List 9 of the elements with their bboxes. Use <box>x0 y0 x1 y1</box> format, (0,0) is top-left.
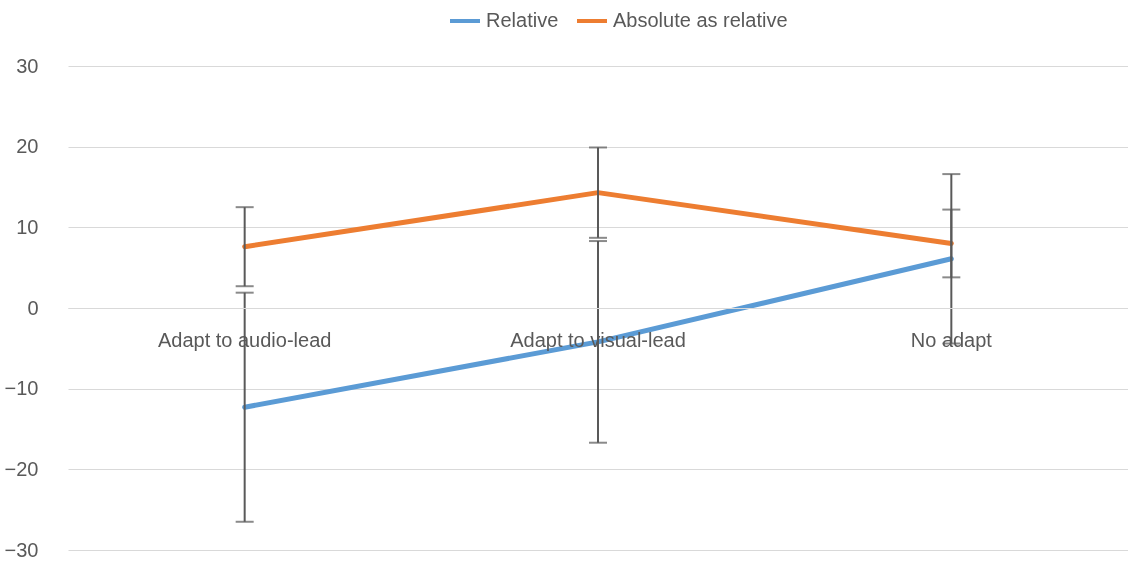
y-tick-label: 30 <box>16 54 39 77</box>
y-tick-label: 0 <box>27 296 39 319</box>
legend-label: Relative <box>486 9 559 31</box>
y-tick-label: 10 <box>16 215 39 238</box>
y-tick-label: 20 <box>16 135 39 158</box>
y-tick-label: −30 <box>4 538 39 561</box>
y-tick-label: −20 <box>4 457 39 480</box>
legend-label: Absolute as relative <box>613 9 788 31</box>
y-tick-label: −10 <box>4 377 39 400</box>
